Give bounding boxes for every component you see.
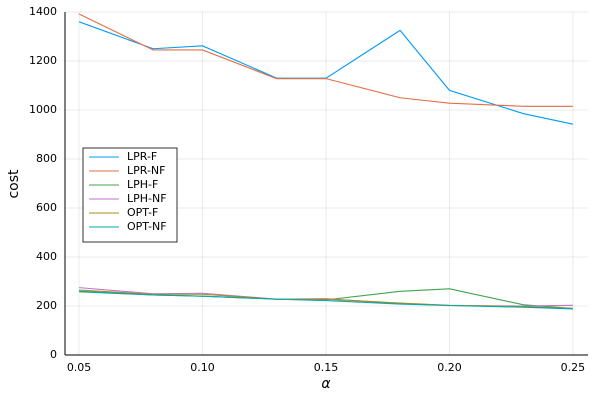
y-tick-label: 600 [36, 201, 57, 214]
y-tick-label: 1000 [29, 103, 57, 116]
x-tick-label: 0.25 [561, 361, 586, 374]
legend-label: LPH-F [127, 178, 158, 191]
y-tick-label: 0 [50, 348, 57, 361]
x-axis-label: α [321, 376, 331, 392]
legend-label: LPR-F [127, 150, 157, 163]
series-line [79, 290, 573, 310]
x-tick-label: 0.05 [67, 361, 92, 374]
y-tick-label: 1400 [29, 5, 57, 18]
legend-box [82, 147, 178, 243]
legend-label: OPT-NF [127, 220, 167, 233]
x-tick-label: 0.20 [437, 361, 462, 374]
legend-label: OPT-F [127, 206, 158, 219]
y-tick-label: 800 [36, 152, 57, 165]
y-tick-label: 1200 [29, 54, 57, 67]
series-line [79, 289, 573, 309]
y-tick-label: 400 [36, 250, 57, 263]
x-tick-label: 0.10 [190, 361, 215, 374]
y-tick-label: 200 [36, 299, 57, 312]
y-axis-label: cost [6, 169, 22, 199]
legend-label: LPR-NF [127, 164, 165, 177]
series-line [78, 13, 573, 107]
x-tick-label: 0.15 [314, 361, 339, 374]
legend-label: LPH-NF [127, 192, 167, 205]
